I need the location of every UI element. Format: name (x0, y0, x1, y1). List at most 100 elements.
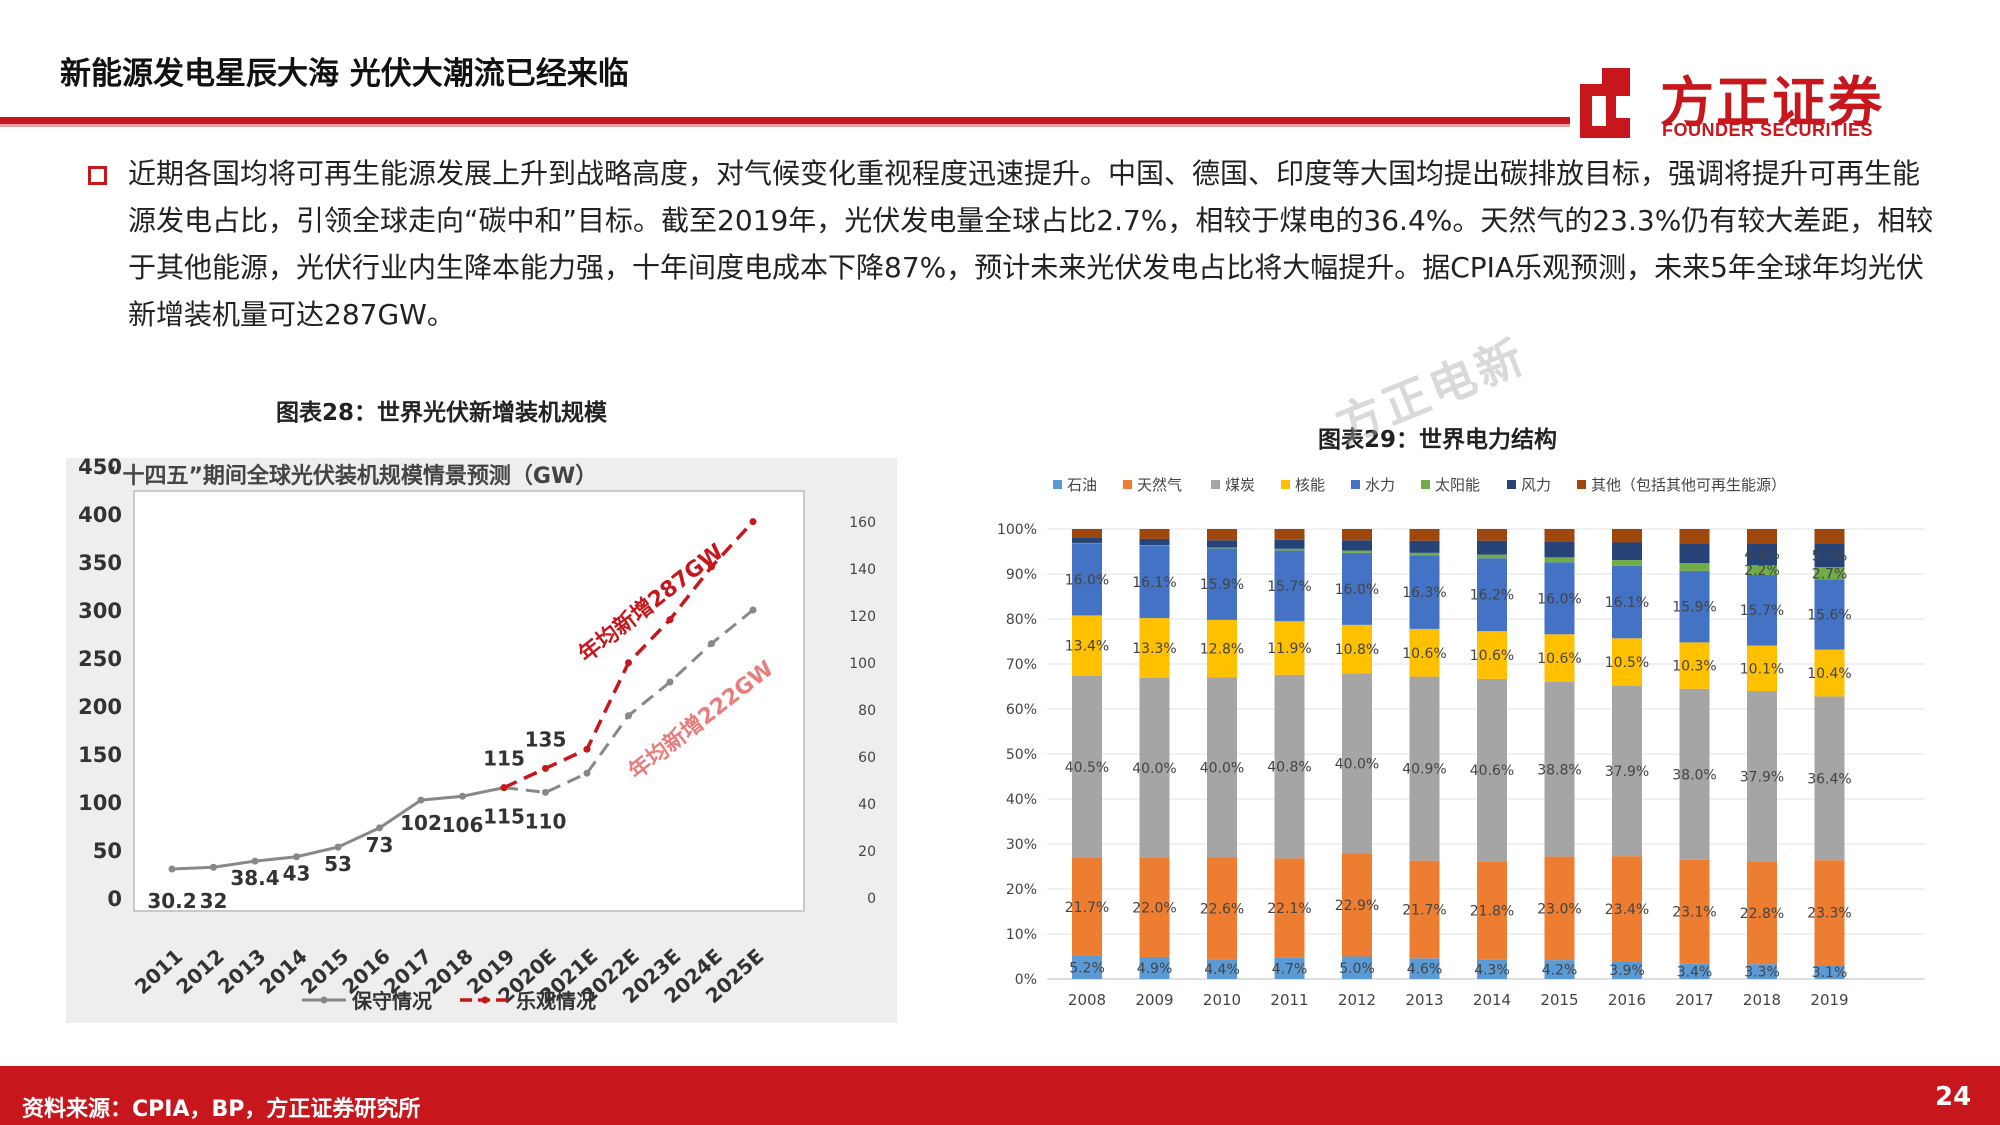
bar-segment (1139, 618, 1170, 678)
bar-segment (1342, 673, 1372, 854)
bar-data-label: 37.9% (1605, 764, 1649, 780)
bar-data-label: 15.9% (1672, 600, 1716, 616)
bar-data-label: 16.1% (1605, 595, 1649, 611)
legend-label: 水力 (1365, 476, 1395, 494)
bar-segment (1072, 857, 1102, 956)
bar-segment (1477, 861, 1507, 960)
point-conservative (542, 788, 549, 796)
bar-segment (1274, 621, 1305, 675)
bar-data-label: 10.5% (1605, 655, 1649, 671)
bar-segment (1477, 558, 1507, 632)
bar-data-label: 4.4% (1204, 962, 1240, 978)
bar-data-label: 10.3% (1672, 659, 1716, 675)
bar-segment (1814, 860, 1845, 966)
bar-data-label: 23.3% (1807, 906, 1851, 922)
bar-segment (1139, 545, 1170, 619)
bar-segment (1544, 557, 1575, 563)
y2-tick-label: 20 (858, 844, 876, 860)
data-label: 135 (525, 727, 567, 751)
bar-data-label: 3.9% (1609, 963, 1645, 979)
bar-segment (1612, 542, 1642, 561)
y-tick-label: 50% (1006, 747, 1037, 763)
bar-data-label: 23.0% (1537, 901, 1581, 917)
bar-segment (1679, 642, 1710, 689)
point-optimistic (500, 784, 508, 792)
plot-frame (133, 490, 805, 912)
bar-segment (1342, 550, 1372, 553)
legend-swatch (1351, 480, 1360, 489)
y-tick-label: 0 (107, 887, 122, 911)
legend-label: 石油 (1067, 476, 1097, 494)
x-tick-label: 2017 (1675, 991, 1713, 1009)
point-optimistic (666, 616, 674, 624)
data-label: 102 (400, 811, 442, 835)
bar-data-label: 10.1% (1740, 661, 1784, 677)
x-tick-label: 2014 (1473, 991, 1511, 1009)
bar-data-label: 16.2% (1470, 588, 1514, 604)
bar-data-label: 22.9% (1335, 898, 1379, 914)
bar-segment (1679, 563, 1710, 571)
bar-data-label: 22.1% (1267, 901, 1311, 917)
bar-segment (1139, 956, 1170, 979)
pv-installation-chart: “十四五”期间全球光伏装机规模情景预测（GW）05010015020025030… (78, 458, 876, 1013)
bar-segment (1814, 965, 1845, 979)
point-optimistic (542, 764, 549, 772)
bar-segment (1477, 554, 1507, 559)
bar-segment (1544, 529, 1575, 542)
point-optimistic (749, 518, 757, 526)
point-conservative (168, 865, 176, 873)
bar-segment (1139, 529, 1170, 539)
bullet-square-icon (88, 166, 107, 185)
point-conservative (459, 792, 466, 800)
bar-segment (1274, 550, 1305, 622)
bar-segment (1207, 857, 1237, 960)
bar-segment (1612, 560, 1642, 566)
bar-data-label: 16.1% (1132, 575, 1176, 591)
bar-segment (1072, 538, 1102, 543)
bar-segment (1679, 543, 1710, 564)
bar-segment (1342, 853, 1372, 957)
bar-segment (1814, 649, 1845, 697)
bar-segment (1544, 856, 1575, 961)
bar-segment (1274, 539, 1305, 549)
bar-segment (1207, 547, 1237, 549)
bar-data-label: 16.3% (1402, 585, 1446, 601)
bar-segment (1679, 963, 1710, 979)
bar-data-label: 4.8% (1744, 547, 1780, 563)
bar-data-label: 13.4% (1065, 639, 1109, 655)
data-label: 43 (283, 862, 311, 886)
bar-segment (1409, 540, 1440, 553)
point-optimistic (625, 659, 632, 667)
bar-data-label: 3.3% (1744, 965, 1780, 981)
y-tick-label: 40% (1006, 792, 1037, 808)
bar-data-label: 22.6% (1200, 901, 1244, 917)
bar-segment (1072, 675, 1102, 858)
legend-label: 天然气 (1137, 476, 1182, 494)
bar-data-label: 40.0% (1200, 761, 1244, 777)
y-tick-label: 250 (78, 647, 122, 671)
bar-data-label: 21.8% (1470, 904, 1514, 920)
bar-data-label: 38.8% (1537, 762, 1581, 778)
bar-segment (1274, 957, 1305, 979)
bar-segment (1747, 861, 1777, 965)
bar-segment (1612, 565, 1642, 639)
chart-title: “十四五”期间全球光伏装机规模情景预测（GW） (108, 463, 597, 489)
y2-tick-label: 160 (849, 515, 876, 531)
bar-segment (1544, 682, 1575, 857)
bar-segment (1072, 615, 1102, 676)
bar-data-label: 40.6% (1470, 763, 1514, 779)
bar-segment (1679, 570, 1710, 643)
x-tick-label: 2018 (1743, 991, 1781, 1009)
body-paragraph: 近期各国均将可再生能源发展上升到战略高度，对气候变化重视程度迅速提升。中国、德国… (128, 157, 1934, 331)
bar-data-label: 21.7% (1402, 902, 1446, 918)
header-rule-shadow (0, 124, 1570, 127)
legend-marker-optimistic (481, 996, 489, 1004)
bar-segment (1274, 529, 1305, 540)
bar-segment (1747, 964, 1777, 979)
y2-tick-label: 140 (849, 562, 876, 578)
x-tick-label: 2010 (1203, 991, 1241, 1009)
legend-label: 其他（包括其他可再生能源） (1591, 476, 1786, 494)
bar-segment (1342, 624, 1372, 674)
bar-data-label: 4.3% (1474, 962, 1510, 978)
y-tick-label: 300 (78, 599, 122, 623)
